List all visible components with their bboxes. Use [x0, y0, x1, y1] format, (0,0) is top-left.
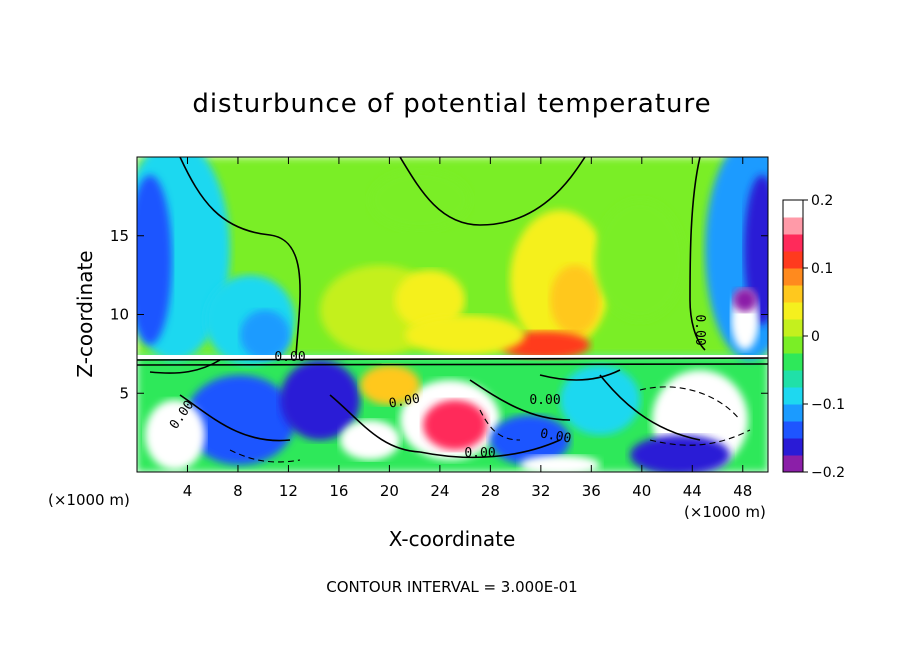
- colorbar-swatch: [783, 336, 803, 354]
- x-tick-label: 24: [430, 482, 449, 500]
- x-tick-label: 8: [233, 482, 243, 500]
- colorbar-label: 0.2: [811, 193, 833, 209]
- x-tick-label: 32: [531, 482, 550, 500]
- contour-label: 0.00: [464, 446, 495, 461]
- chart-title: disturbunce of potential temperature: [192, 89, 711, 119]
- contour-label: 0.00: [692, 314, 707, 345]
- contour-lines: [137, 157, 768, 463]
- colorbar-swatch: [783, 234, 803, 252]
- colorbar: 0.2 0.1 0 −0.1 −0.2: [782, 193, 845, 481]
- x-tick-label: 36: [582, 482, 601, 500]
- x-tick-label: 4: [183, 482, 193, 500]
- contour-label: 0.00: [388, 391, 421, 411]
- x-tick-label: 20: [380, 482, 399, 500]
- y-tick-label: 10: [110, 306, 129, 324]
- colorbar-label: 0: [811, 329, 820, 345]
- contour-interval-text: CONTOUR INTERVAL = 3.000E-01: [326, 578, 577, 596]
- contour-label: 0.00: [274, 350, 305, 365]
- colorbar-swatch: [783, 251, 803, 269]
- colorbar-label: −0.2: [811, 465, 845, 481]
- colorbar-swatch: [783, 302, 803, 320]
- x-axis: 4 8 12 16 20 24 28 32 36 40 44 48: [183, 157, 752, 500]
- colorbar-swatch: [783, 353, 803, 371]
- y-axis: 5 10 15: [110, 227, 768, 402]
- x-axis-label: X-coordinate: [389, 527, 516, 551]
- colorbar-swatch: [783, 404, 803, 422]
- colorbar-swatch: [783, 455, 803, 473]
- y-tick-label: 5: [119, 384, 129, 402]
- y-tick-label: 15: [110, 227, 129, 245]
- colorbar-swatch: [783, 370, 803, 388]
- colorbar-label: −0.1: [811, 397, 845, 413]
- x-unit-right: (×1000 m): [684, 503, 766, 521]
- colorbar-swatch: [783, 217, 803, 235]
- heatmap-field: [137, 157, 768, 472]
- x-unit-left: (×1000 m): [48, 491, 130, 509]
- x-tick-label: 44: [683, 482, 702, 500]
- colorbar-swatch: [783, 268, 803, 286]
- colorbar-swatch: [783, 438, 803, 456]
- colorbar-swatch: [783, 421, 803, 439]
- colorbar-swatch: [783, 285, 803, 303]
- colorbar-label: 0.1: [811, 261, 833, 277]
- colorbar-swatch: [783, 319, 803, 337]
- contour-label: 0.00: [529, 393, 560, 408]
- contour-label: 0.00: [539, 426, 572, 446]
- x-tick-label: 48: [733, 482, 752, 500]
- x-tick-label: 16: [329, 482, 348, 500]
- x-tick-label: 28: [481, 482, 500, 500]
- x-tick-label: 40: [632, 482, 651, 500]
- colorbar-swatch: [783, 200, 803, 218]
- colorbar-swatch: [783, 387, 803, 405]
- y-axis-label: Z-coordinate: [73, 250, 97, 377]
- contour-labels: 0.000.00 0.000.000.000.000.00: [167, 314, 707, 461]
- x-tick-label: 12: [279, 482, 298, 500]
